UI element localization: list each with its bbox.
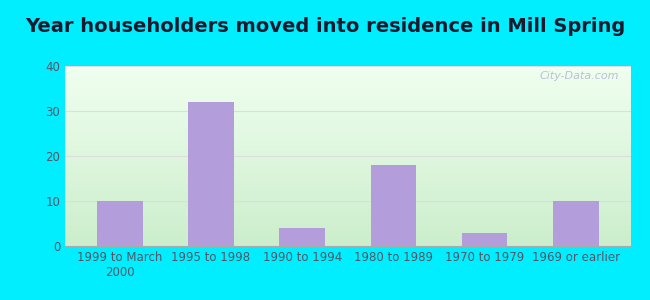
Text: Year householders moved into residence in Mill Spring: Year householders moved into residence i… (25, 17, 625, 37)
Bar (280, 228, 325, 246)
Bar (97, 201, 142, 246)
Bar (188, 102, 234, 246)
Text: City-Data.com: City-Data.com (540, 71, 619, 81)
Bar (370, 165, 416, 246)
Bar (462, 232, 508, 246)
Bar (553, 201, 599, 246)
